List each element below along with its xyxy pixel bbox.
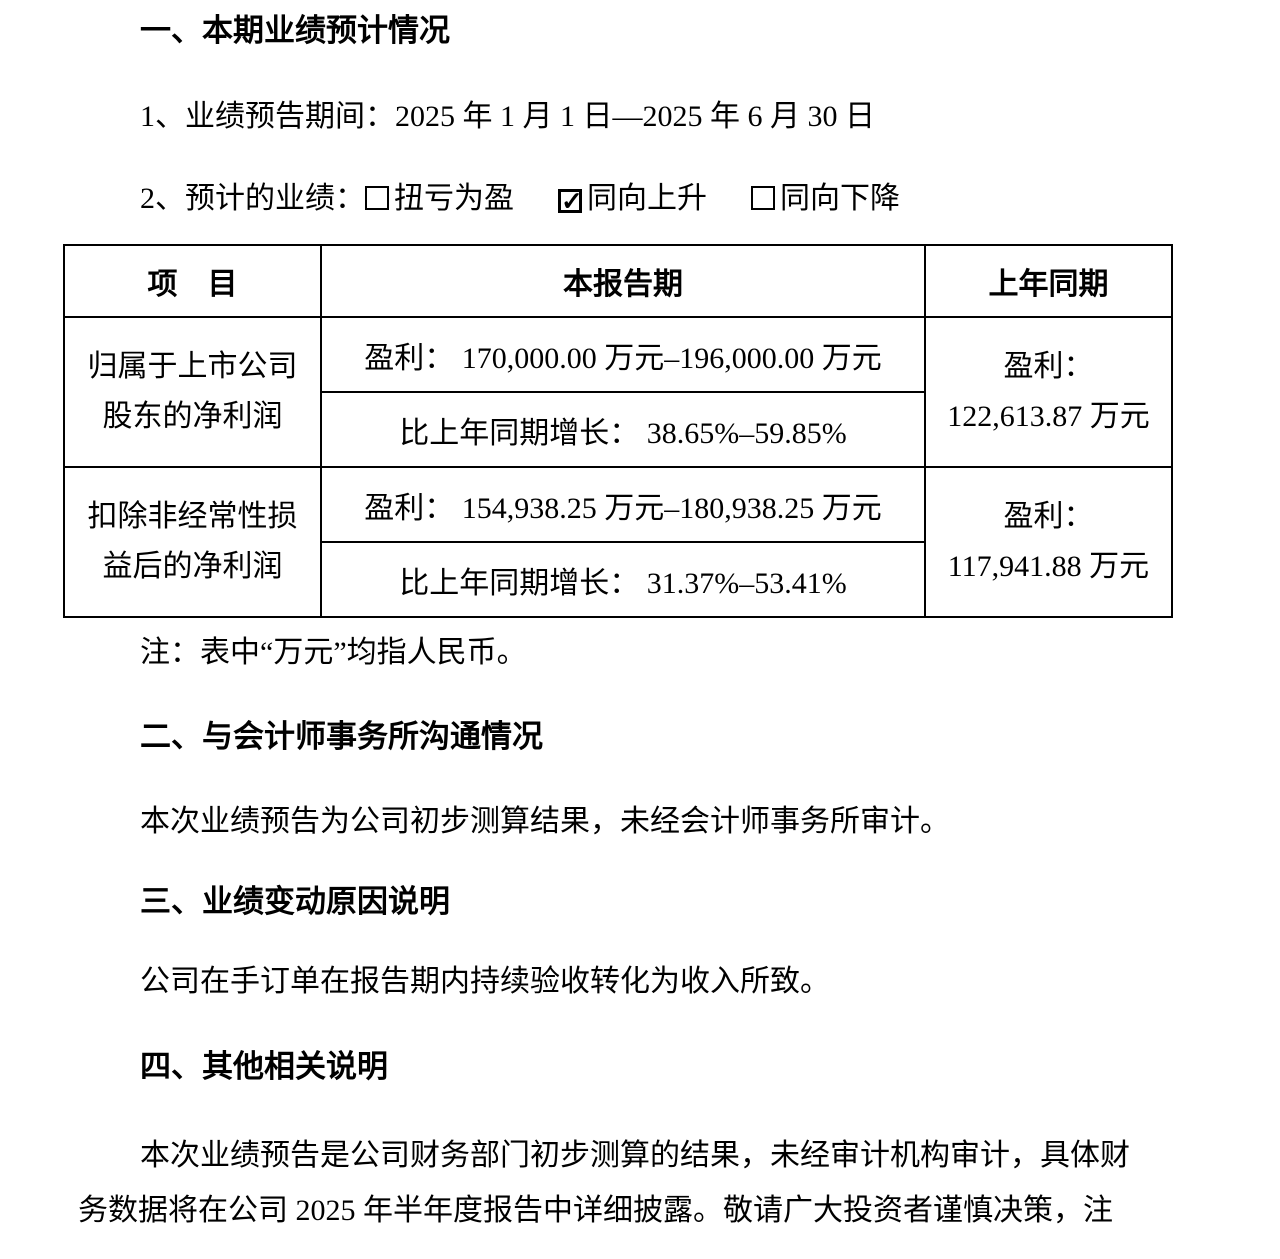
section3-heading: 三、业绩变动原因说明 <box>140 884 450 919</box>
row2-prior-line1: 盈利： <box>1003 500 1094 533</box>
row2-profit-cell: 盈利： 154,938.25 万元–180,938.25 万元 <box>320 466 926 543</box>
option-increase-same-direction: ✓ 同向上升 <box>558 182 707 215</box>
section2-body: 本次业绩预告为公司初步测算结果，未经会计师事务所审计。 <box>140 805 950 838</box>
row1-item-cell: 归属于上市公司 股东的净利润 <box>63 316 322 468</box>
table-row: 比上年同期增长： 38.65%–59.85% <box>64 391 1172 468</box>
checkbox-unchecked-icon <box>365 186 389 210</box>
row2-prior-cell: 盈利： 117,941.88 万元 <box>924 466 1173 618</box>
table-header-row: 项 目 本报告期 上年同期 <box>63 244 1173 318</box>
checkbox-unchecked-icon <box>751 186 775 210</box>
row1-prior-line1: 盈利： <box>1003 350 1094 383</box>
row1-item-line2: 股东的净利润 <box>102 400 283 433</box>
section3-body: 公司在手订单在报告期内持续验收转化为收入所致。 <box>140 965 830 998</box>
expected-performance-line: 2、预计的业绩： 扭亏为盈 ✓ 同向上升 同向下降 <box>140 180 1280 218</box>
expected-performance-label: 2、预计的业绩： <box>140 182 365 215</box>
option-decrease-same-direction: 同向下降 <box>751 182 900 215</box>
row1-growth-cell: 比上年同期增长： 38.65%–59.85% <box>320 391 926 468</box>
row1-prior-line2: 122,613.87 万元 <box>947 400 1150 433</box>
row2-item-line1: 扣除非经常性损 <box>87 500 298 533</box>
table-row: 比上年同期增长： 31.37%–53.41% <box>64 541 1172 618</box>
performance-forecast-table: 项 目 本报告期 上年同期 归属于上市公司 股东的净利润 盈利： 170,000… <box>63 244 1173 618</box>
forecast-period-line: 1、业绩预告期间：2025 年 1 月 1 日—2025 年 6 月 30 日 <box>140 100 875 133</box>
option-label: 扭亏为盈 <box>394 182 514 215</box>
section4-body: 本次业绩预告是公司财务部门初步测算的结果，未经审计机构审计，具体财 务数据将在公… <box>78 1128 1208 1238</box>
row2-growth-cell: 比上年同期增长： 31.37%–53.41% <box>320 541 926 618</box>
section4-heading: 四、其他相关说明 <box>140 1049 388 1084</box>
row2-item-line2: 益后的净利润 <box>102 550 283 583</box>
option-turnaround-to-profit: 扭亏为盈 <box>365 182 514 215</box>
header-current-period: 本报告期 <box>320 244 926 318</box>
table-note: 注：表中“万元”均指人民币。 <box>140 636 527 669</box>
section4-body-line1: 本次业绩预告是公司财务部门初步测算的结果，未经审计机构审计，具体财 <box>140 1139 1130 1172</box>
option-label: 同向下降 <box>780 182 900 215</box>
table-row: 归属于上市公司 股东的净利润 盈利： 170,000.00 万元–196,000… <box>63 316 1173 468</box>
header-item: 项 目 <box>63 244 322 318</box>
row2-item-cell: 扣除非经常性损 益后的净利润 <box>63 466 322 618</box>
checkbox-checked-icon: ✓ <box>558 189 583 215</box>
row1-profit-cell: 盈利： 170,000.00 万元–196,000.00 万元 <box>320 316 926 393</box>
header-prior-period: 上年同期 <box>924 244 1173 318</box>
row1-prior-cell: 盈利： 122,613.87 万元 <box>924 316 1173 468</box>
section1-heading: 一、本期业绩预计情况 <box>140 13 450 48</box>
row1-item-line1: 归属于上市公司 <box>87 350 298 383</box>
row2-prior-line2: 117,941.88 万元 <box>947 550 1150 583</box>
option-label: 同向上升 <box>587 182 707 215</box>
table-row: 扣除非经常性损 益后的净利润 盈利： 154,938.25 万元–180,938… <box>63 466 1173 618</box>
section2-heading: 二、与会计师事务所沟通情况 <box>140 719 543 754</box>
section4-body-line2: 务数据将在公司 2025 年半年度报告中详细披露。敬请广大投资者谨慎决策，注 <box>78 1194 1113 1227</box>
